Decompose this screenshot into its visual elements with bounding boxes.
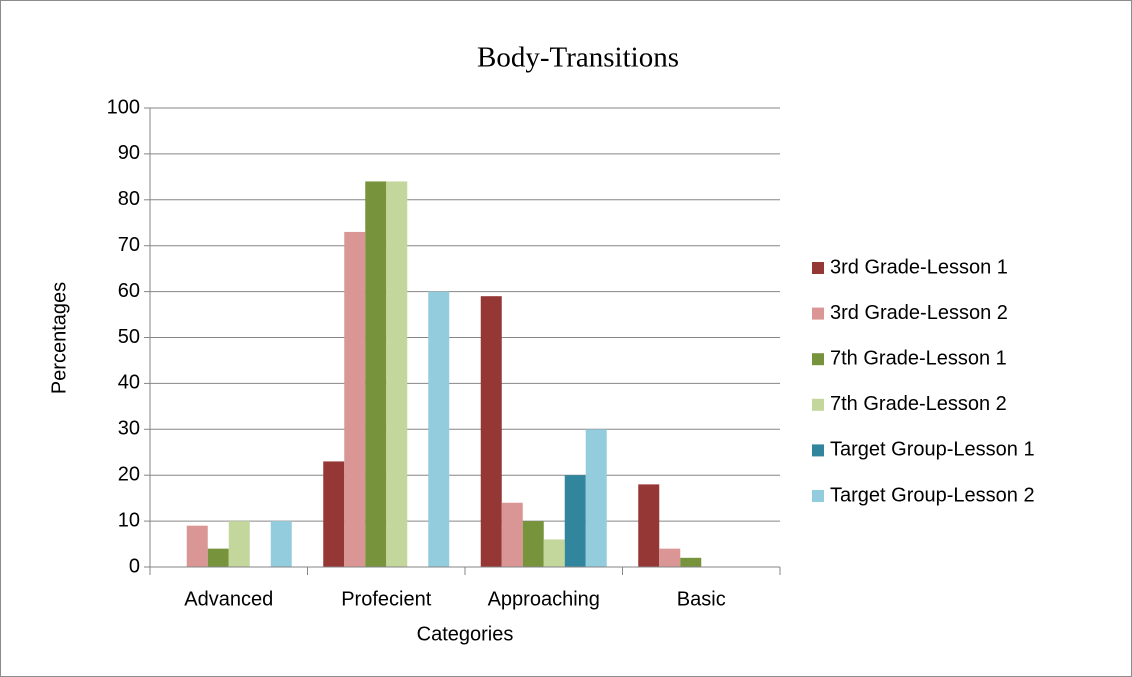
legend-swatch: [812, 398, 824, 411]
x-axis-label: Categories: [417, 623, 514, 645]
bar: [186, 525, 208, 567]
bar: [228, 521, 250, 567]
y-tick-label: 50: [118, 326, 140, 348]
bar: [638, 484, 660, 567]
y-tick-label: 20: [118, 463, 140, 485]
y-tick-label: 10: [118, 509, 140, 531]
bar: [501, 502, 523, 567]
bar: [659, 548, 681, 567]
y-tick-label: 30: [118, 418, 140, 440]
y-tick-label: 40: [118, 372, 140, 394]
bar: [680, 557, 702, 567]
y-tick-label: 70: [118, 234, 140, 256]
bar: [522, 521, 544, 567]
y-tick-label: 100: [107, 96, 140, 118]
legend-label: 3rd Grade-Lesson 1: [830, 256, 1008, 278]
x-tick-label: Approaching: [488, 588, 600, 610]
y-tick-label: 80: [118, 188, 140, 210]
bar: [344, 231, 366, 567]
legend-label: Target Group-Lesson 1: [830, 439, 1035, 461]
x-tick-label: Profecient: [341, 588, 431, 610]
bar: [564, 475, 586, 567]
bar: [543, 539, 565, 567]
legend-swatch: [812, 444, 824, 457]
legend-swatch: [812, 490, 824, 502]
y-tick-label: 90: [118, 142, 140, 164]
legend-swatch: [812, 307, 824, 320]
bar: [207, 548, 229, 567]
legend-swatch: [812, 353, 824, 366]
y-tick-label: 0: [129, 555, 140, 577]
bar: [323, 461, 345, 567]
legend-swatch: [812, 262, 824, 274]
bar: [585, 429, 607, 567]
x-tick-label: Basic: [677, 588, 726, 610]
legend-label: 7th Grade-Lesson 1: [830, 347, 1007, 369]
bar: [270, 521, 292, 567]
bar: [480, 296, 502, 567]
legend-label: 3rd Grade-Lesson 2: [830, 302, 1008, 324]
x-tick-label: Advanced: [184, 588, 273, 610]
bar: [365, 181, 387, 567]
bar: [386, 181, 408, 567]
y-tick-label: 60: [118, 280, 140, 302]
chart-title: Body-Transitions: [477, 42, 679, 74]
legend-label: 7th Grade-Lesson 2: [830, 393, 1007, 415]
bar: [428, 291, 450, 567]
legend-label: Target Group-Lesson 2: [830, 484, 1035, 506]
y-axis-label: Percentages: [48, 282, 70, 394]
